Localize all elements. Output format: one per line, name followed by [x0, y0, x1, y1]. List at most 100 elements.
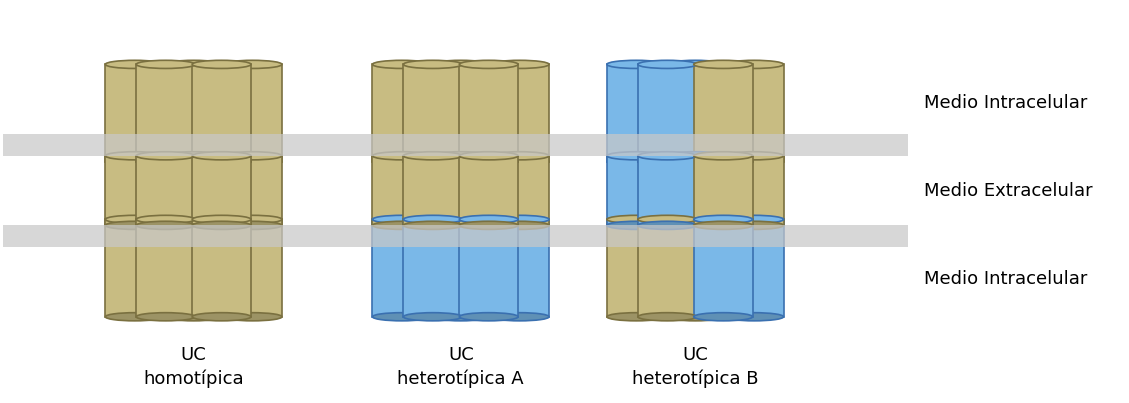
Ellipse shape	[490, 215, 549, 223]
Ellipse shape	[666, 60, 725, 69]
Ellipse shape	[105, 60, 164, 69]
FancyBboxPatch shape	[666, 219, 725, 317]
Ellipse shape	[490, 152, 549, 160]
FancyBboxPatch shape	[164, 64, 224, 162]
Ellipse shape	[607, 60, 666, 69]
FancyBboxPatch shape	[460, 219, 518, 317]
Ellipse shape	[460, 60, 518, 69]
FancyBboxPatch shape	[192, 64, 251, 162]
FancyBboxPatch shape	[666, 156, 725, 225]
Ellipse shape	[192, 215, 251, 223]
Ellipse shape	[490, 313, 549, 321]
Ellipse shape	[224, 158, 282, 166]
Ellipse shape	[224, 60, 282, 69]
Ellipse shape	[693, 215, 753, 223]
Ellipse shape	[403, 60, 462, 69]
Text: homotípica: homotípica	[143, 369, 244, 388]
Ellipse shape	[725, 215, 784, 223]
Ellipse shape	[403, 152, 462, 160]
Ellipse shape	[373, 221, 431, 229]
FancyBboxPatch shape	[431, 64, 490, 162]
FancyBboxPatch shape	[607, 156, 666, 225]
Text: UC: UC	[682, 345, 708, 364]
FancyBboxPatch shape	[725, 219, 784, 317]
Text: UC: UC	[181, 345, 207, 364]
Ellipse shape	[224, 152, 282, 160]
Ellipse shape	[164, 158, 224, 166]
Ellipse shape	[607, 215, 666, 223]
Ellipse shape	[460, 158, 518, 166]
Ellipse shape	[431, 215, 490, 223]
Ellipse shape	[460, 152, 518, 160]
Ellipse shape	[224, 313, 282, 321]
FancyBboxPatch shape	[693, 156, 753, 225]
Ellipse shape	[373, 215, 431, 223]
Ellipse shape	[403, 158, 462, 166]
Ellipse shape	[638, 221, 697, 229]
FancyBboxPatch shape	[490, 156, 549, 225]
Ellipse shape	[693, 221, 753, 229]
FancyBboxPatch shape	[164, 219, 224, 317]
FancyBboxPatch shape	[192, 219, 251, 317]
FancyBboxPatch shape	[638, 219, 697, 317]
Ellipse shape	[224, 221, 282, 229]
Text: heterotípica A: heterotípica A	[397, 369, 524, 388]
Bar	[2, 225, 908, 247]
Ellipse shape	[638, 215, 697, 223]
FancyBboxPatch shape	[105, 64, 164, 162]
FancyBboxPatch shape	[638, 64, 697, 162]
Ellipse shape	[693, 152, 753, 160]
Ellipse shape	[192, 313, 251, 321]
FancyBboxPatch shape	[403, 219, 462, 317]
Ellipse shape	[725, 313, 784, 321]
Ellipse shape	[164, 60, 224, 69]
Ellipse shape	[490, 221, 549, 229]
Ellipse shape	[431, 313, 490, 321]
Ellipse shape	[164, 215, 224, 223]
FancyBboxPatch shape	[725, 156, 784, 225]
FancyBboxPatch shape	[431, 156, 490, 225]
FancyBboxPatch shape	[725, 64, 784, 162]
Ellipse shape	[403, 221, 462, 229]
Ellipse shape	[666, 313, 725, 321]
Ellipse shape	[192, 158, 251, 166]
Ellipse shape	[460, 215, 518, 223]
FancyBboxPatch shape	[373, 156, 431, 225]
Ellipse shape	[105, 215, 164, 223]
Ellipse shape	[373, 313, 431, 321]
FancyBboxPatch shape	[607, 219, 666, 317]
FancyBboxPatch shape	[460, 64, 518, 162]
FancyBboxPatch shape	[224, 156, 282, 225]
Ellipse shape	[607, 158, 666, 166]
FancyBboxPatch shape	[490, 64, 549, 162]
FancyBboxPatch shape	[105, 219, 164, 317]
Ellipse shape	[403, 215, 462, 223]
Ellipse shape	[490, 158, 549, 166]
Ellipse shape	[431, 158, 490, 166]
FancyBboxPatch shape	[373, 64, 431, 162]
Ellipse shape	[105, 152, 164, 160]
Ellipse shape	[607, 152, 666, 160]
Bar	[2, 134, 908, 156]
Ellipse shape	[490, 60, 549, 69]
Ellipse shape	[192, 60, 251, 69]
Ellipse shape	[693, 60, 753, 69]
FancyBboxPatch shape	[403, 64, 462, 162]
FancyBboxPatch shape	[137, 156, 195, 225]
Ellipse shape	[725, 152, 784, 160]
FancyBboxPatch shape	[490, 219, 549, 317]
Ellipse shape	[224, 215, 282, 223]
FancyBboxPatch shape	[137, 64, 195, 162]
FancyBboxPatch shape	[164, 156, 224, 225]
Ellipse shape	[638, 158, 697, 166]
Ellipse shape	[192, 221, 251, 229]
Ellipse shape	[192, 152, 251, 160]
Ellipse shape	[460, 221, 518, 229]
Ellipse shape	[666, 152, 725, 160]
FancyBboxPatch shape	[460, 156, 518, 225]
Ellipse shape	[431, 60, 490, 69]
Ellipse shape	[666, 221, 725, 229]
Ellipse shape	[725, 158, 784, 166]
Ellipse shape	[460, 313, 518, 321]
Ellipse shape	[666, 215, 725, 223]
